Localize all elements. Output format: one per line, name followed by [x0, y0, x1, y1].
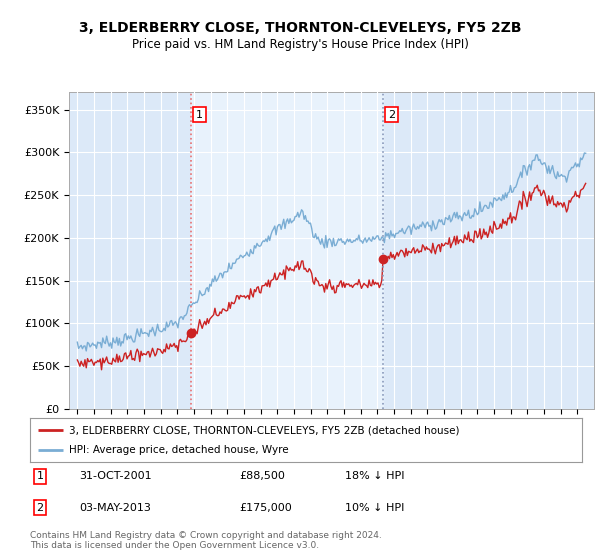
Text: 2: 2 [388, 110, 395, 119]
Text: 1: 1 [37, 472, 43, 482]
Text: £175,000: £175,000 [240, 503, 293, 513]
Text: Price paid vs. HM Land Registry's House Price Index (HPI): Price paid vs. HM Land Registry's House … [131, 38, 469, 50]
Text: HPI: Average price, detached house, Wyre: HPI: Average price, detached house, Wyre [68, 445, 288, 455]
Text: 3, ELDERBERRY CLOSE, THORNTON-CLEVELEYS, FY5 2ZB: 3, ELDERBERRY CLOSE, THORNTON-CLEVELEYS,… [79, 21, 521, 35]
Text: 03-MAY-2013: 03-MAY-2013 [80, 503, 152, 513]
Text: 10% ↓ HPI: 10% ↓ HPI [344, 503, 404, 513]
Text: 2: 2 [37, 503, 43, 513]
Bar [191, 92, 383, 409]
Text: 1: 1 [196, 110, 203, 119]
Text: £88,500: £88,500 [240, 472, 286, 482]
Text: 3, ELDERBERRY CLOSE, THORNTON-CLEVELEYS, FY5 2ZB (detached house): 3, ELDERBERRY CLOSE, THORNTON-CLEVELEYS,… [68, 425, 459, 435]
Text: 31-OCT-2001: 31-OCT-2001 [80, 472, 152, 482]
Text: 18% ↓ HPI: 18% ↓ HPI [344, 472, 404, 482]
Text: Contains HM Land Registry data © Crown copyright and database right 2024.
This d: Contains HM Land Registry data © Crown c… [30, 531, 382, 550]
